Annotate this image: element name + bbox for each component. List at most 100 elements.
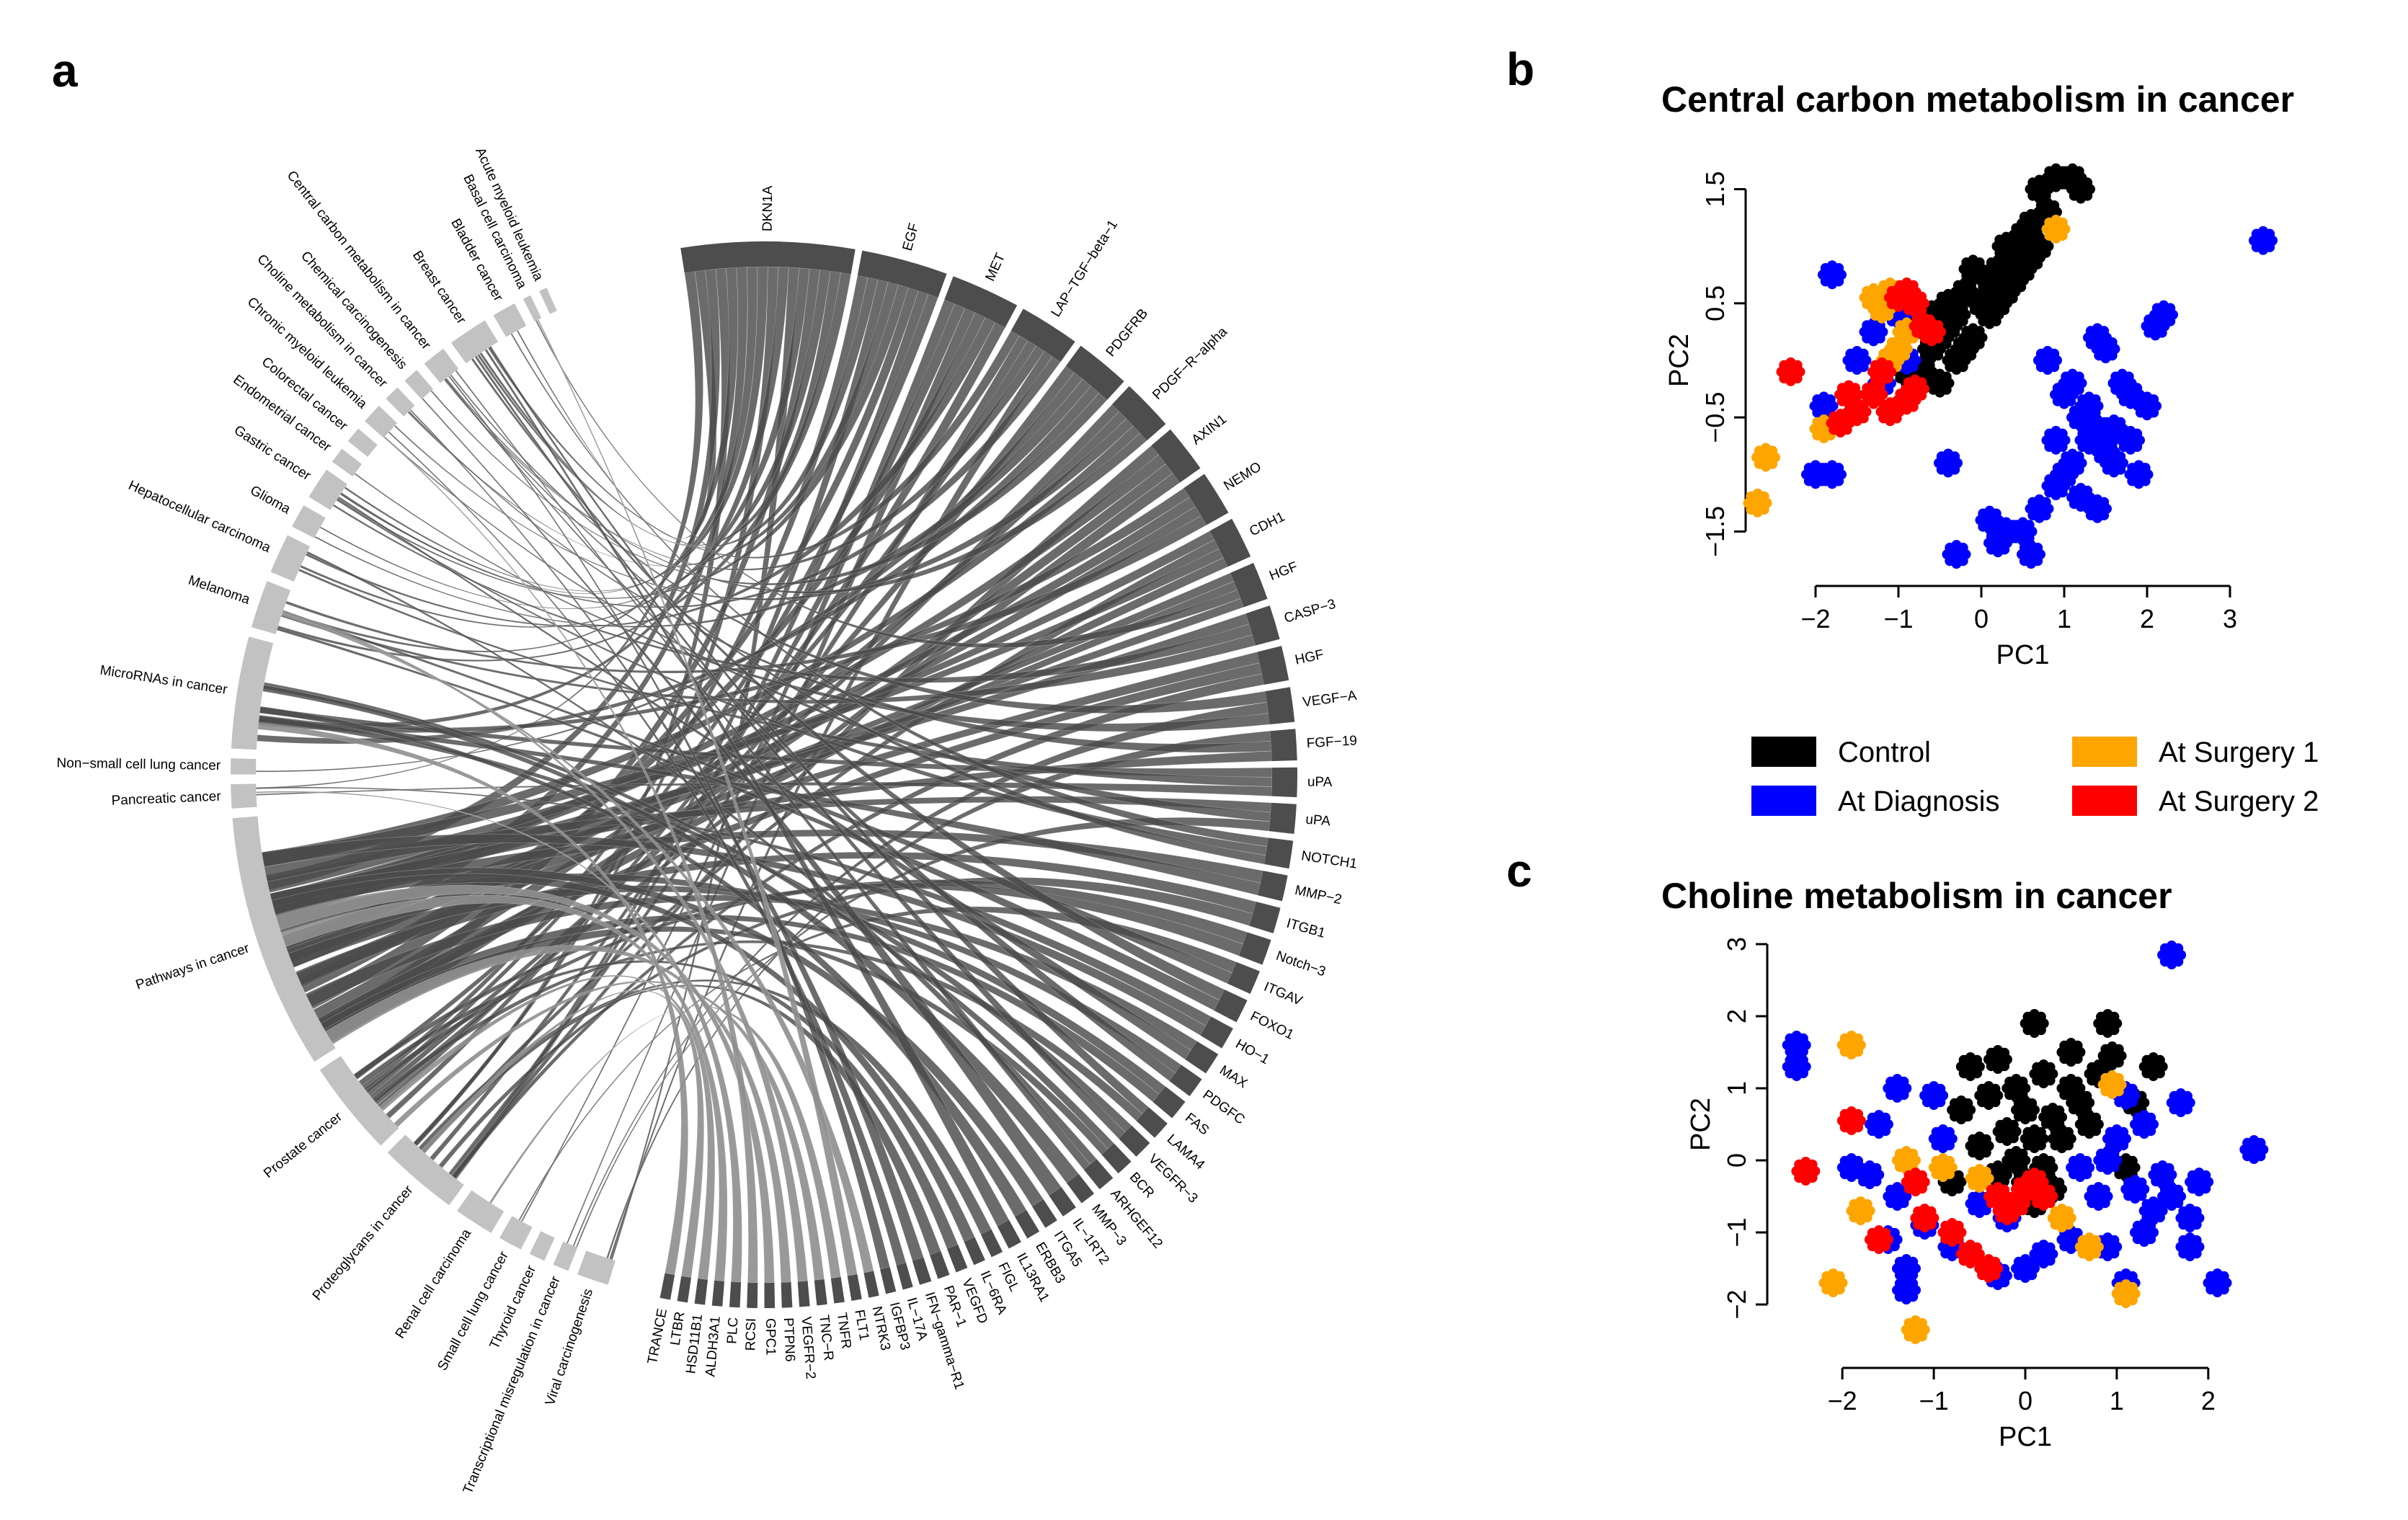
gene-sector-53 <box>694 1278 708 1305</box>
chord-link-65 <box>280 613 1256 704</box>
gene-sector-23 <box>1200 1016 1233 1049</box>
chord-link-124 <box>489 1005 841 1279</box>
chart-title-central-carbon: Central carbon metabolism in cancer <box>1661 79 2294 120</box>
point-b-at-diagnosis-6 <box>1842 346 1872 375</box>
chord-link-123 <box>537 319 858 1276</box>
gene-sector-27 <box>1136 1106 1168 1138</box>
pathway-sector-acute-myeloid-leukemia <box>539 288 557 314</box>
gene-sector-42 <box>880 1267 897 1294</box>
pca-plot-central-carbon: Central carbon metabolism in cancer −2 −1… <box>1661 79 2294 670</box>
pathway-label-non-small-cell-lung-cancer: Non−small cell lung cancer <box>56 756 221 774</box>
gene-sector-13 <box>1265 687 1295 725</box>
gene-sector-55 <box>659 1273 675 1300</box>
gene-label-51: PLC <box>724 1317 741 1344</box>
point-b-control-19 <box>1975 300 2004 329</box>
point-b-at-diagnosis-9 <box>1818 460 1847 489</box>
x-tick-label-b-2: 0 <box>1974 604 1989 634</box>
pathway-sector-glioma <box>292 505 326 538</box>
pathway-sector-gastric-cancer <box>308 469 347 510</box>
point-c-at-surgery-1-1 <box>2097 1070 2127 1099</box>
point-b-at-diagnosis-37 <box>2058 368 2087 398</box>
pathway-label-pathways-in-cancer: Pathways in cancer <box>134 941 252 993</box>
legend-label-at-surgery-2: At Surgery 2 <box>2159 786 2319 817</box>
legend-swatch-at-surgery-1 <box>2072 737 2137 767</box>
point-c-control-2 <box>2097 1041 2127 1070</box>
gene-sector-40 <box>912 1257 932 1285</box>
pca-plot-choline: Choline metabolism in cancer −2 −1 0 1 2 −2 −1… <box>1661 876 2269 1452</box>
chord-link-102 <box>489 345 1149 1114</box>
point-b-at-surgery-2-11 <box>1917 317 1946 347</box>
x-tick-label-b-0: −2 <box>1800 604 1830 634</box>
gene-sector-20 <box>1238 932 1271 965</box>
point-c-control-8 <box>2056 1074 2086 1103</box>
point-c-at-surgery-2-4 <box>1955 1240 1985 1268</box>
legend-swatch-at-diagnosis <box>1751 786 1816 816</box>
panel-letter-c: c <box>1506 845 1532 897</box>
gene-sector-36 <box>980 1229 1003 1258</box>
pathway-label-glioma: Glioma <box>247 483 293 517</box>
gene-label-50: RCSI <box>743 1318 759 1351</box>
gene-sector-7 <box>1151 429 1201 483</box>
points-choline <box>1782 941 2269 1344</box>
point-b-at-diagnosis-33 <box>2017 540 2045 569</box>
pathway-sector-prostate-cancer <box>319 1056 399 1146</box>
point-c-control-3 <box>2138 1052 2168 1081</box>
point-c-at-diagnosis-6 <box>1919 1081 1949 1110</box>
point-c-at-diagnosis-27 <box>2084 1182 2113 1211</box>
gene-label-13: VEGF−A <box>1302 688 1358 711</box>
point-c-at-diagnosis-23 <box>2175 1204 2205 1232</box>
pathway-sector-hepatocellular-carcinoma <box>270 535 311 582</box>
point-c-control-27 <box>1947 1095 1976 1124</box>
point-c-at-surgery-2-9 <box>2029 1182 2058 1211</box>
y-tick-label-c-4: 2 <box>1722 1009 1751 1023</box>
point-c-at-surgery-1-7 <box>1901 1315 1930 1344</box>
legend-item-at-surgery-1: At Surgery 1 <box>2072 737 2319 768</box>
point-c-at-surgery-2-1 <box>1836 1106 1866 1135</box>
gene-sector-41 <box>896 1262 913 1290</box>
point-c-control-26 <box>2074 1110 2104 1139</box>
point-c-at-diagnosis-24 <box>2175 1232 2205 1261</box>
legend-label-at-surgery-1: At Surgery 1 <box>2159 737 2319 768</box>
chord-link-118 <box>421 985 941 1255</box>
gene-sector-21 <box>1227 961 1260 995</box>
chord-link-125 <box>394 980 825 1281</box>
point-b-control-3 <box>2066 174 2095 204</box>
point-b-at-diagnosis-34 <box>1942 540 1971 569</box>
point-c-at-surgery-2-2 <box>1901 1168 1930 1196</box>
point-b-at-surgery-2-12 <box>1826 409 1855 438</box>
point-b-at-diagnosis-24 <box>2025 494 2054 523</box>
x-tick-label-b-4: 2 <box>2140 604 2154 634</box>
pathway-sector-bladder-cancer <box>493 303 527 337</box>
y-tick-label-c-3: 1 <box>1722 1081 1751 1095</box>
gene-label-10: HGF <box>1267 559 1299 584</box>
point-b-at-diagnosis-19 <box>2124 460 2154 489</box>
point-c-control-13 <box>2066 1088 2095 1117</box>
pathway-label-pancreatic-cancer: Pancreatic cancer <box>111 789 221 809</box>
chord-links <box>255 266 1273 1284</box>
x-tick-label-c-1: −1 <box>1919 1386 1949 1415</box>
y-axis-label-c: PC2 <box>1686 1098 1716 1151</box>
point-b-control-13 <box>1958 254 1988 284</box>
point-b-at-surgery-1-1 <box>1743 488 1772 517</box>
y-tick-label-c-0: −2 <box>1722 1289 1751 1319</box>
point-c-at-diagnosis-32 <box>2185 1168 2214 1196</box>
gene-label-19: ITGB1 <box>1284 916 1327 941</box>
point-c-at-diagnosis-28 <box>2066 1153 2095 1182</box>
point-b-control-1 <box>2041 163 2071 192</box>
gene-sector-26 <box>1152 1086 1186 1119</box>
pathway-sector-viral-carcinogenesis <box>577 1250 616 1285</box>
pathway-sector-pathways-in-cancer <box>232 816 336 1062</box>
point-c-at-diagnosis-3 <box>1782 1031 1811 1059</box>
chord-link-81 <box>510 333 1269 847</box>
gene-sector-46 <box>814 1279 827 1306</box>
point-b-at-surgery-1-0 <box>1751 443 1780 472</box>
chart-title-choline: Choline metabolism in cancer <box>1661 876 2172 916</box>
point-c-control-16 <box>1965 1132 1994 1160</box>
point-b-at-diagnosis-39 <box>2041 425 2071 455</box>
point-b-at-diagnosis-16 <box>2074 425 2104 455</box>
gene-label-16: uPA <box>1305 812 1331 830</box>
gene-sector-32 <box>1049 1186 1076 1217</box>
point-c-control-6 <box>2029 1059 2058 1088</box>
gene-sector-2 <box>857 250 947 298</box>
